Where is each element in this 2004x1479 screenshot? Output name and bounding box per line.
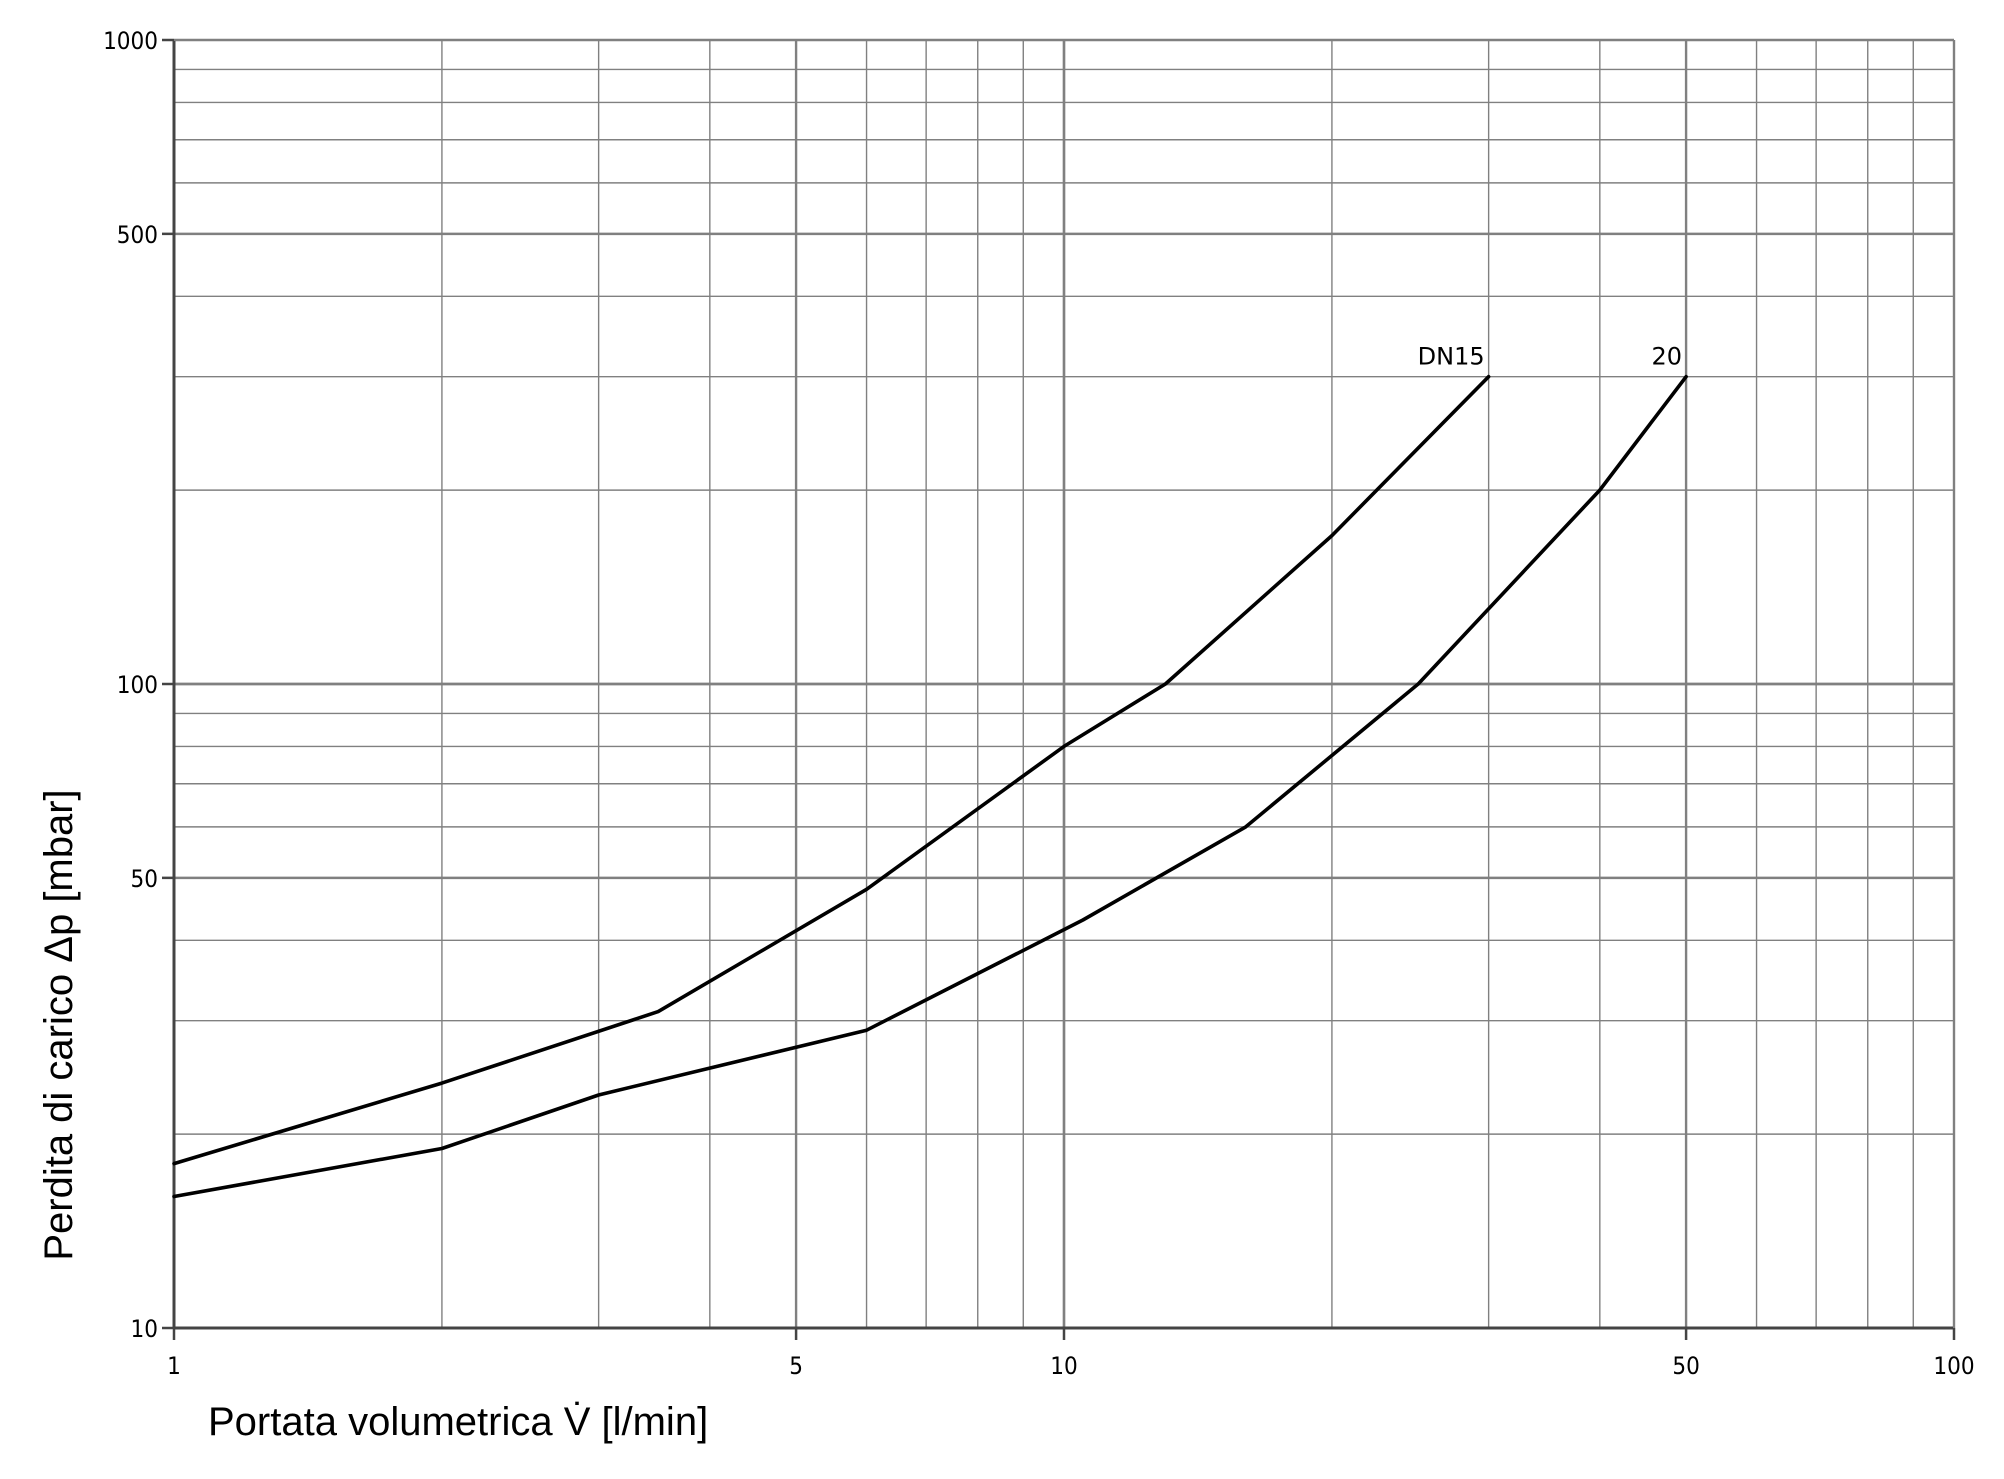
- y-tick-label: 500: [117, 221, 158, 249]
- x-axis-title: Portata volumetrica V̇ [l/min]: [208, 1400, 708, 1444]
- axes-frame: [162, 38, 1956, 1340]
- y-axis-title: Perdita di carico Δp [mbar]: [37, 789, 81, 1260]
- grid-lines: [172, 38, 1956, 1330]
- series-label-dn15: DN15: [1418, 343, 1485, 371]
- x-tick-label: 100: [1933, 1352, 1974, 1380]
- x-tick-label: 50: [1672, 1352, 1699, 1380]
- series-line-dn15: [172, 374, 1491, 1166]
- series-label-20: 20: [1652, 343, 1683, 371]
- x-tick-label: 10: [1050, 1352, 1077, 1380]
- y-tick-label: 100: [117, 671, 158, 699]
- series-lines: [172, 374, 1688, 1199]
- y-tick-label: 10: [131, 1315, 158, 1343]
- series-line-20: [172, 374, 1688, 1199]
- y-tick-label: 50: [131, 865, 158, 893]
- tick-labels: 1 5 10 50 100 10 50 100 500 1000 DN15 20: [103, 27, 1975, 1380]
- x-tick-label: 1: [167, 1352, 181, 1380]
- y-tick-label: 1000: [103, 27, 158, 55]
- x-tick-label: 5: [789, 1352, 803, 1380]
